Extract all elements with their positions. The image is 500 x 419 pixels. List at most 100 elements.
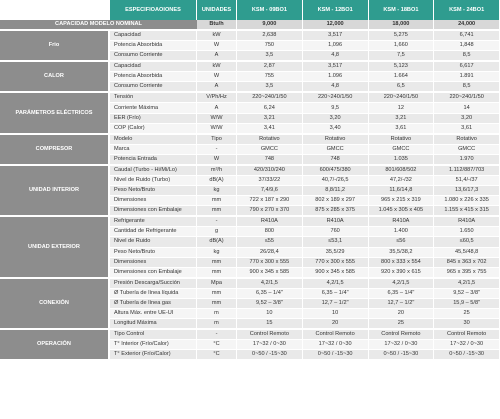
value-cell: 722 x 187 x 290 <box>237 196 303 207</box>
group-label: UNIDAD EXTERIOR <box>0 217 110 279</box>
value-cell: ≤55 <box>237 237 303 248</box>
table-row: Potencia Absorbida W 750 1,096 1,660 1,848 <box>0 41 500 52</box>
value-cell: 420/310/240 <box>237 165 303 176</box>
unit-cell: mm <box>197 257 237 268</box>
value-cell: 1.035 <box>368 154 435 166</box>
value-cell: 875 x 285 x 375 <box>302 206 369 218</box>
table-row: Corriente Máxima A 6,24 9,5 12 14 <box>0 103 500 114</box>
value-cell: 15,9 – 5/8" <box>434 298 500 309</box>
value-cell: 25 <box>368 319 435 331</box>
value-cell: 6,617 <box>434 62 500 73</box>
value-cell: 220~240/1/50 <box>368 93 435 104</box>
value-cell: 800 x 333 x 554 <box>368 257 435 268</box>
nominal-row: CAPACIDAD MODELO NOMINAL Btu/h 9,000 12,… <box>0 20 500 31</box>
value-cell: R410A <box>237 217 303 228</box>
value-cell: 7,4/9,6 <box>237 186 303 197</box>
table-row: UNIDAD EXTERIOR Refrigerante - R410A R410A R4… <box>0 217 500 279</box>
value-cell: 4,8 <box>302 82 369 94</box>
value-cell: 6,35 – 1/4" <box>302 288 369 299</box>
value-cell: 6,24 <box>237 103 303 114</box>
value-cell: 220~240/1/50 <box>302 93 369 104</box>
value-cell: 748 <box>237 154 303 166</box>
value-cell: 17~32 / 0~30 <box>434 340 500 351</box>
value-cell: 1,660 <box>368 41 435 52</box>
table-row: Potencia Entrada W 748 748 1.035 1.970 <box>0 154 500 166</box>
value-cell: 5,275 <box>368 31 435 42</box>
value-cell: 3,40 <box>302 123 369 135</box>
group-label: COMPRESOR <box>0 134 110 166</box>
value-cell: 1.664 <box>368 72 435 83</box>
unit-cell: kW <box>197 31 237 42</box>
table-row: Nivel de Ruido (Turbo) dB(A) 37/33/22 40,7/… <box>0 175 500 187</box>
value-cell: Rotativo <box>302 134 369 145</box>
table-row: Dimensiones con Embalaje mm 900 x 345 x 58… <box>0 267 500 279</box>
unit-cell: W <box>197 154 237 166</box>
value-cell: 12,7 – 1/2" <box>368 298 435 309</box>
unit-cell: dB(A) <box>197 175 237 187</box>
spec-label: Cantidad de Refrigerante <box>110 227 197 238</box>
spec-label: Potencia Entrada <box>110 154 197 166</box>
value-cell: Control Remoto <box>302 330 369 341</box>
value-cell: 845 x 363 x 702 <box>434 257 500 268</box>
unit-cell: V/Ph/Hz <box>197 93 237 104</box>
value-cell: 0~50 / -15~30 <box>368 350 435 362</box>
spec-label: Longitud Máxima <box>110 319 197 331</box>
value-cell: 9,5 <box>302 103 369 114</box>
value-cell: 220~240/1/50 <box>434 93 500 104</box>
unit-cell: Tipo <box>197 134 237 145</box>
header-spec: ESPECIFIOAOIONES <box>110 0 197 20</box>
value-cell: 3,517 <box>302 62 369 73</box>
spec-label: Dimensiones con Embalaje <box>110 206 197 218</box>
header-model-4: KSM - 24BO1 <box>434 0 500 20</box>
unit-cell: mm <box>197 267 237 279</box>
value-cell: 35,5/29 <box>302 247 369 258</box>
unit-cell: kW <box>197 62 237 73</box>
value-cell: 20 <box>368 308 435 320</box>
header-unit: UNIDADES <box>197 0 237 20</box>
table-row: Consumo Corriente A 3,5 4,8 7,5 8,5 <box>0 51 500 63</box>
header-model-3: KSM - 18BO1 <box>368 0 435 20</box>
nominal-value: 9,000 <box>237 20 303 31</box>
unit-cell: mm <box>197 196 237 207</box>
table-row: COMPRESOR Modelo Tipo Rotativo Rotativo Rotat… <box>0 134 500 166</box>
value-cell: 801/608/502 <box>368 165 435 176</box>
value-cell: 2,87 <box>237 62 303 73</box>
value-cell: 790 x 270 x 370 <box>237 206 303 218</box>
value-cell: 600/475/380 <box>302 165 369 176</box>
table-row: Peso Neto/Bruto kg 7,4/9,6 8,8/11,2 11,6/14,… <box>0 186 500 197</box>
group-label: OPERACIÓN <box>0 330 110 362</box>
value-cell: ≤60,5 <box>434 237 500 248</box>
spec-label: Caudal (Turbo - Hi/Mi/Lo) <box>110 165 197 176</box>
value-cell: 12 <box>368 103 435 114</box>
group-label: PARÁMETROS ELÉCTRICOS <box>0 93 110 135</box>
table-row: Peso Neto/Bruto kg 26/28,4 35,5/29 35,5/38,2… <box>0 247 500 258</box>
value-cell: 1.112/887/703 <box>434 165 500 176</box>
value-cell: 3,61 <box>368 123 435 135</box>
value-cell: Control Remoto <box>368 330 435 341</box>
value-cell: Control Remoto <box>434 330 500 341</box>
table-row: Altura Máx. entre UE-UI m 10 10 20 25 <box>0 308 500 320</box>
table-row: Dimensiones mm 770 x 300 x 555 770 x 300 x … <box>0 257 500 268</box>
value-cell: 9,52 – 3/8" <box>237 298 303 309</box>
value-cell: GMCC <box>368 144 435 155</box>
table-row: UNIDAD INTERIOR Caudal (Turbo - Hi/Mi/Lo)… <box>0 165 500 218</box>
value-cell: 26/28,4 <box>237 247 303 258</box>
spec-label: Dimensiones con Embalaje <box>110 267 197 279</box>
group-label: Frio <box>0 31 110 63</box>
spec-table: ESPECIFIOAOIONES UNIDADES KSM - 09BO1 KS… <box>0 0 500 362</box>
value-cell: Rotativo <box>368 134 435 145</box>
value-cell: 900 x 345 x 585 <box>302 267 369 279</box>
spec-label: Ø Tubería de línea gas <box>110 298 197 309</box>
nominal-unit: Btu/h <box>197 20 237 31</box>
value-cell: 7,5 <box>368 51 435 63</box>
nominal-value: 18,000 <box>368 20 435 31</box>
value-cell: 6,35 – 1/4" <box>368 288 435 299</box>
value-cell: 1.096 <box>302 72 369 83</box>
spec-label: Refrigerante <box>110 217 197 228</box>
spec-label: Dimensiones <box>110 196 197 207</box>
value-cell: 3,21 <box>237 113 303 124</box>
value-cell: 25 <box>434 308 500 320</box>
value-cell: GMCC <box>434 144 500 155</box>
value-cell: 800 <box>237 227 303 238</box>
spec-label: Ø Tubería de línea líquida <box>110 288 197 299</box>
